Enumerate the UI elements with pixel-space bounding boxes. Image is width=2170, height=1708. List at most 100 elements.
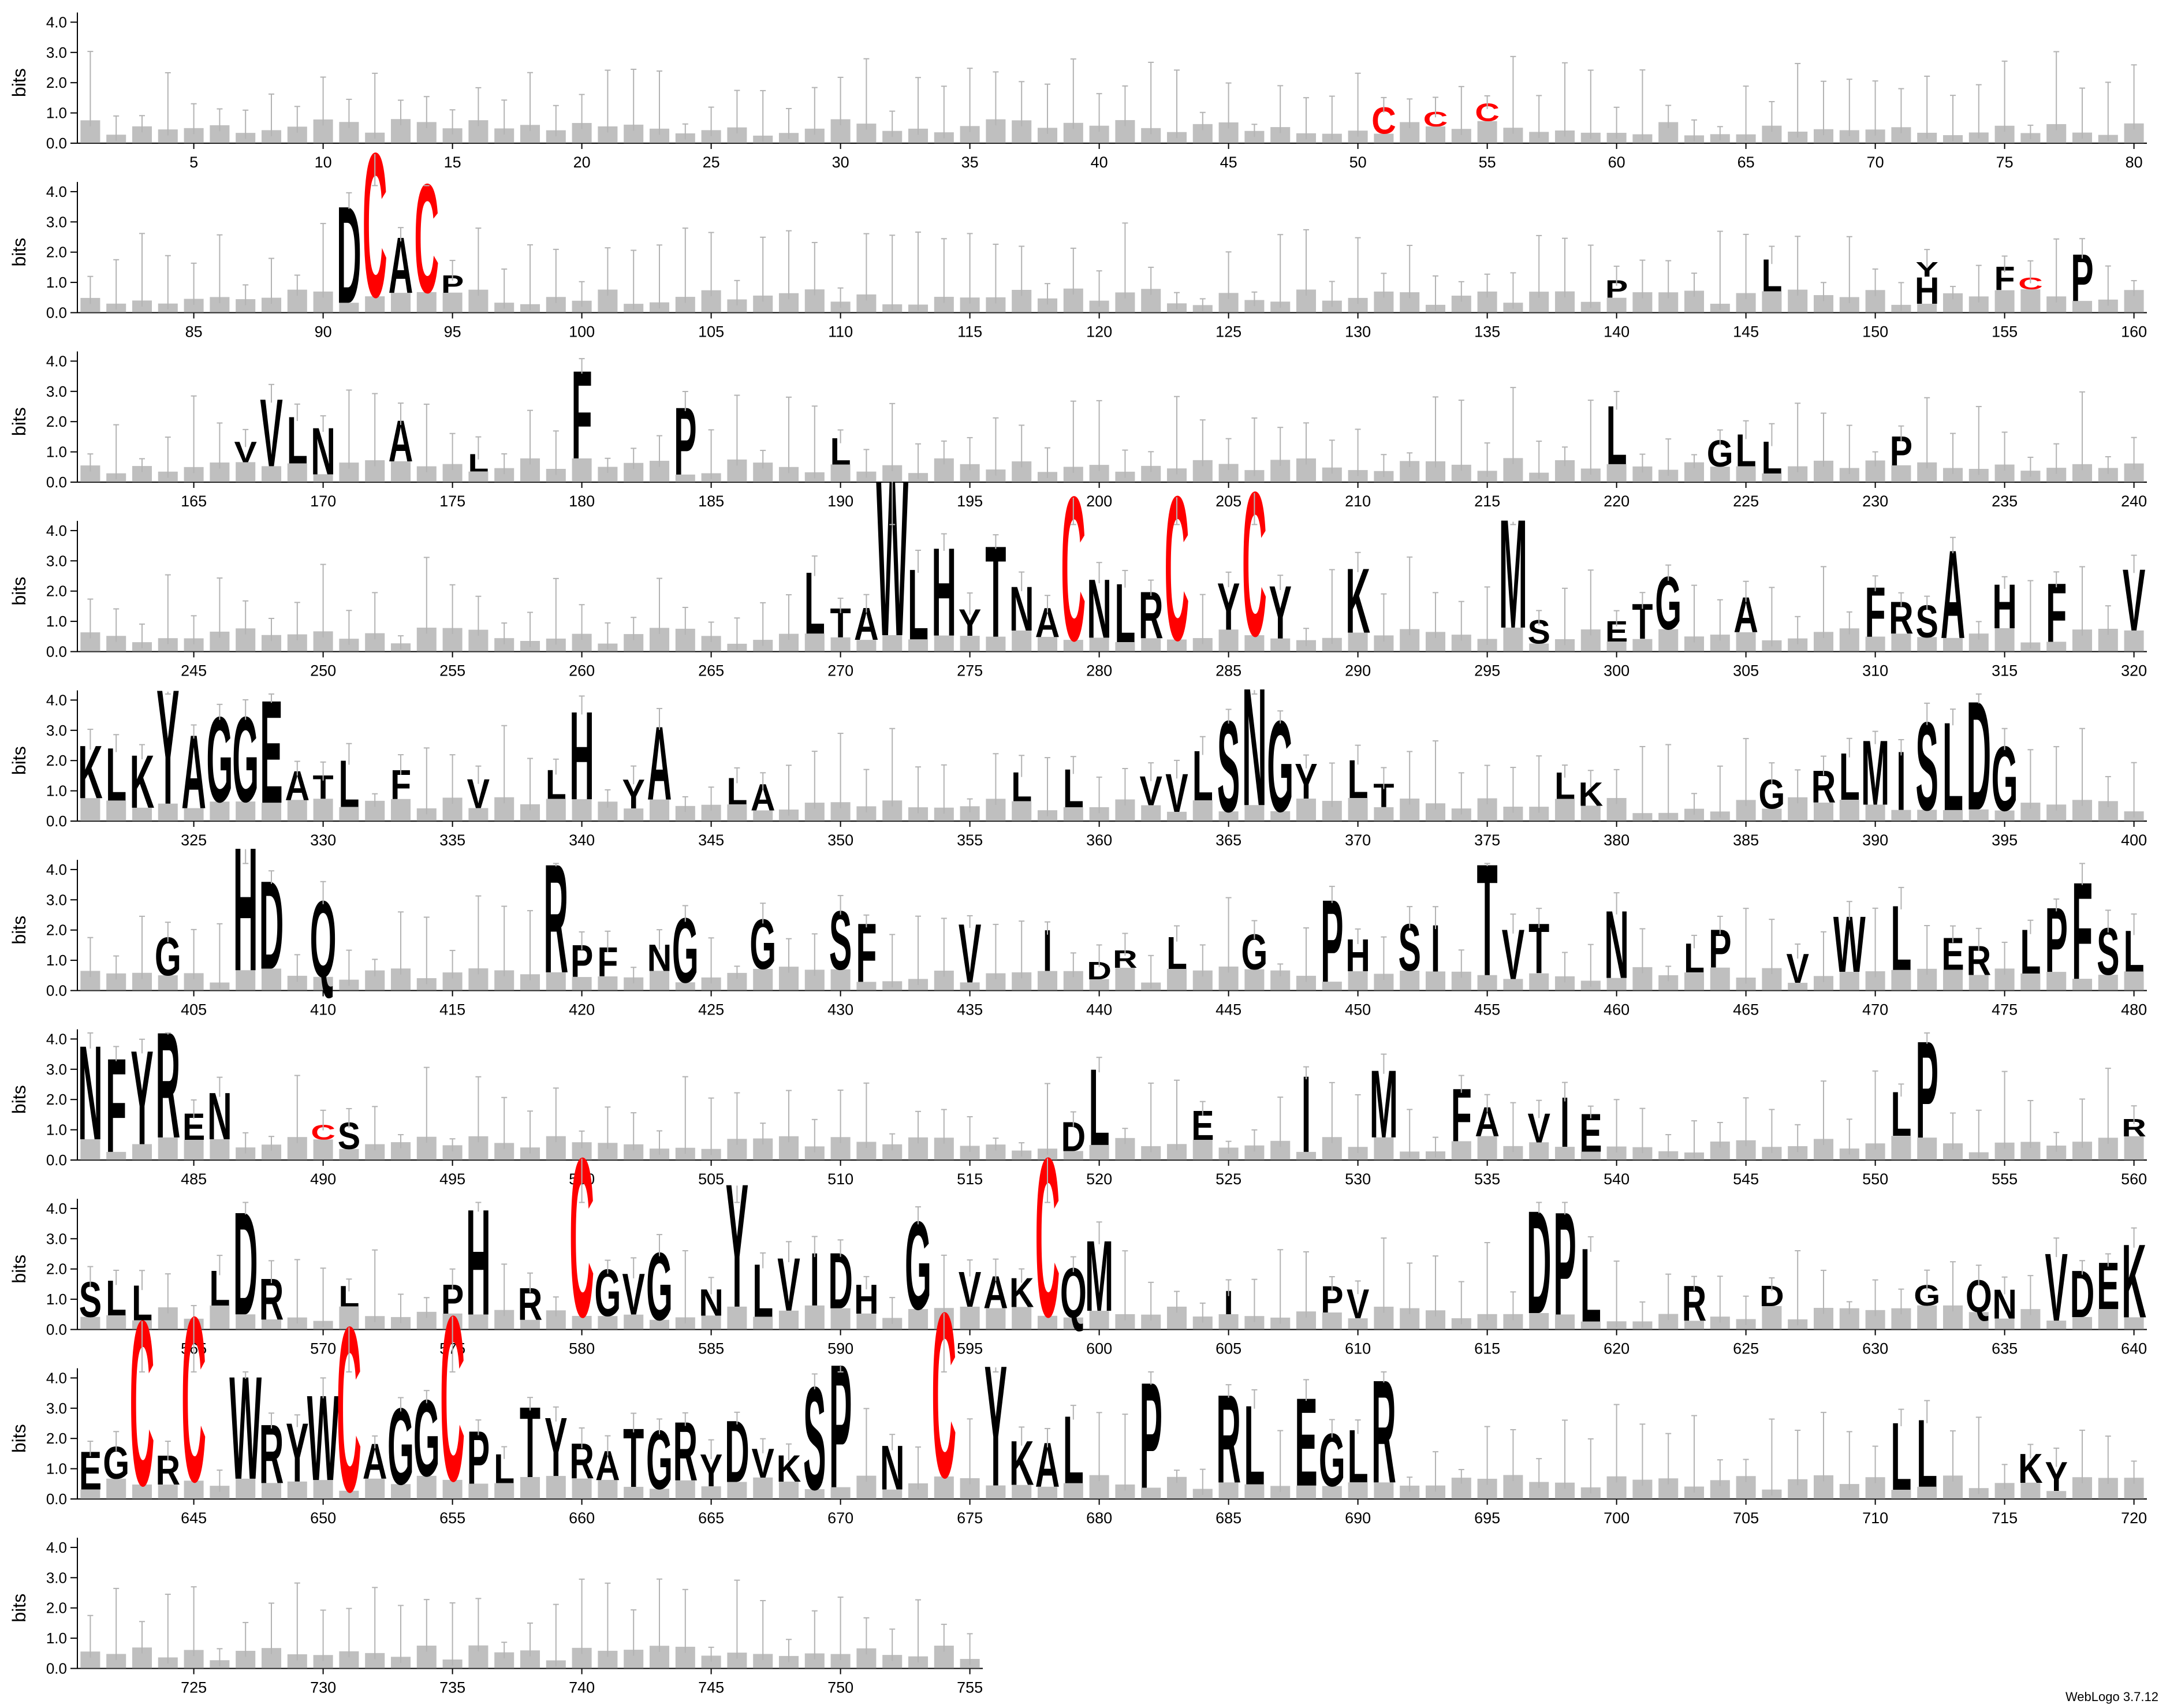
letter-noise bbox=[236, 1147, 256, 1160]
y-tick-label: 4.0 bbox=[46, 522, 67, 539]
letter-noise bbox=[1942, 810, 1963, 821]
logo-letter-I: I bbox=[1302, 1053, 1311, 1175]
letter-noise bbox=[1322, 982, 1342, 991]
letter-noise bbox=[1425, 126, 1446, 143]
x-tick-label: 495 bbox=[439, 1170, 465, 1188]
x-tick-label: 690 bbox=[1345, 1509, 1371, 1527]
letter-noise bbox=[158, 1137, 178, 1160]
letter-noise bbox=[210, 1305, 230, 1330]
logo-letter-C: C bbox=[440, 1266, 465, 1530]
letter-noise bbox=[546, 1476, 566, 1499]
x-tick-label: 625 bbox=[1733, 1340, 1759, 1358]
x-tick-label: 25 bbox=[703, 154, 720, 171]
x-tick-label: 470 bbox=[1862, 1001, 1888, 1019]
x-tick-label: 325 bbox=[181, 831, 207, 849]
letter-noise bbox=[1451, 808, 1471, 821]
letter-noise bbox=[1322, 1486, 1342, 1499]
letter-noise bbox=[1917, 1486, 1937, 1499]
letter-noise bbox=[1141, 805, 1161, 821]
letter-noise bbox=[236, 462, 256, 482]
y-tick-label: 0.0 bbox=[46, 135, 67, 152]
y-tick-label: 3.0 bbox=[46, 722, 67, 739]
x-tick-label: 480 bbox=[2121, 1001, 2147, 1019]
letter-noise bbox=[442, 292, 463, 313]
x-tick-label: 665 bbox=[698, 1509, 724, 1527]
letter-noise bbox=[2020, 1482, 2041, 1499]
x-tick-label: 205 bbox=[1216, 493, 1241, 510]
x-tick-label: 225 bbox=[1733, 493, 1759, 510]
logo-letter-R: R bbox=[543, 833, 568, 1006]
letter-noise bbox=[1166, 968, 1187, 991]
x-tick-label: 675 bbox=[957, 1509, 983, 1527]
x-tick-label: 165 bbox=[181, 493, 207, 510]
x-tick-label: 355 bbox=[957, 831, 983, 849]
x-tick-label: 35 bbox=[961, 154, 979, 171]
letter-noise bbox=[649, 1319, 670, 1330]
x-tick-label: 410 bbox=[310, 1001, 336, 1019]
letter-noise bbox=[365, 296, 385, 313]
letter-noise bbox=[1322, 1312, 1342, 1330]
letter-noise bbox=[1218, 811, 1239, 821]
y-tick-label: 2.0 bbox=[46, 1599, 67, 1617]
x-tick-label: 685 bbox=[1216, 1509, 1241, 1527]
x-tick-label: 20 bbox=[573, 154, 591, 171]
letter-noise bbox=[753, 1317, 773, 1330]
y-axis-label: bits bbox=[9, 407, 29, 436]
logo-letter-C: C bbox=[1035, 1111, 1060, 1364]
letter-noise bbox=[1089, 637, 1109, 652]
y-axis-label: bits bbox=[9, 577, 29, 606]
letter-noise bbox=[598, 1479, 618, 1499]
letter-noise bbox=[158, 975, 178, 991]
letter-noise bbox=[1529, 973, 1549, 991]
x-tick-label: 230 bbox=[1862, 493, 1888, 510]
y-tick-label: 2.0 bbox=[46, 1261, 67, 1278]
y-tick-label: 0.0 bbox=[46, 643, 67, 661]
x-tick-label: 705 bbox=[1733, 1509, 1759, 1527]
letter-noise bbox=[261, 968, 282, 991]
letter-noise bbox=[1141, 1487, 1161, 1499]
letter-noise bbox=[1710, 467, 1730, 482]
x-tick-label: 740 bbox=[569, 1679, 595, 1696]
letter-noise bbox=[236, 1314, 256, 1330]
x-tick-label: 5 bbox=[189, 154, 198, 171]
y-tick-label: 0.0 bbox=[46, 1490, 67, 1508]
letter-noise bbox=[261, 1319, 282, 1330]
x-tick-label: 550 bbox=[1862, 1170, 1888, 1188]
letter-noise bbox=[1192, 800, 1213, 821]
y-tick-label: 1.0 bbox=[46, 1121, 67, 1139]
x-tick-label: 620 bbox=[1604, 1340, 1630, 1358]
letter-noise bbox=[1348, 1482, 1368, 1499]
x-tick-label: 455 bbox=[1474, 1001, 1500, 1019]
y-tick-label: 4.0 bbox=[46, 691, 67, 708]
y-tick-label: 4.0 bbox=[46, 1200, 67, 1217]
x-tick-label: 695 bbox=[1474, 1509, 1500, 1527]
x-tick-label: 405 bbox=[181, 1001, 207, 1019]
x-tick-label: 70 bbox=[1867, 154, 1884, 171]
x-tick-label: 280 bbox=[1086, 662, 1112, 680]
logo-letter-I: I bbox=[810, 1237, 819, 1322]
letter-noise bbox=[2098, 299, 2118, 313]
x-tick-label: 745 bbox=[698, 1679, 724, 1696]
letter-noise bbox=[1012, 1485, 1032, 1499]
letter-noise bbox=[1813, 803, 1834, 821]
letter-noise bbox=[778, 1481, 799, 1499]
y-tick-label: 3.0 bbox=[46, 1230, 67, 1247]
letter-noise bbox=[1477, 1136, 1497, 1160]
letter-noise bbox=[856, 982, 877, 991]
logo-letter-N: N bbox=[1242, 653, 1267, 841]
letter-noise bbox=[572, 458, 592, 482]
logo-letter-C: C bbox=[931, 1263, 956, 1527]
logo-letter-Y: Y bbox=[726, 1147, 748, 1345]
x-tick-label: 730 bbox=[310, 1679, 336, 1696]
logo-letter-C: C bbox=[181, 1267, 206, 1531]
logo-row-10: 0.0 1.0 2.0 3.0 4.0 bits 725 730 735 740 745 750 755 bbox=[9, 1538, 983, 1696]
letter-noise bbox=[1865, 804, 1885, 821]
letter-noise bbox=[468, 1483, 489, 1499]
x-tick-label: 445 bbox=[1216, 1001, 1241, 1019]
y-tick-label: 1.0 bbox=[46, 1291, 67, 1308]
x-tick-label: 680 bbox=[1086, 1509, 1112, 1527]
letter-noise bbox=[1348, 971, 1368, 991]
x-tick-label: 400 bbox=[2121, 831, 2147, 849]
letter-noise bbox=[1788, 638, 1808, 652]
